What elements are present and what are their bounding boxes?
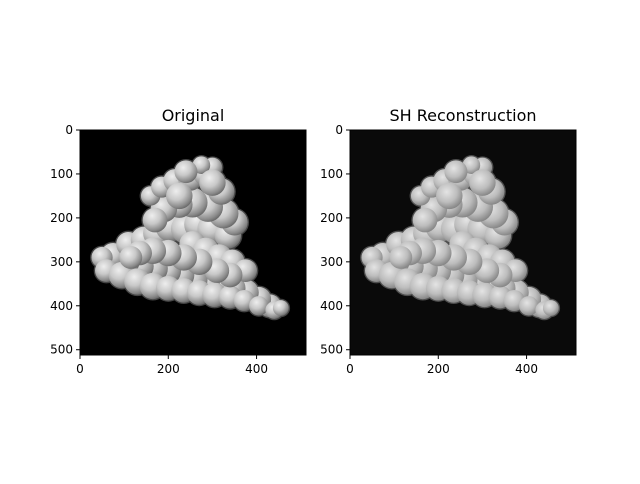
x-tick-label: 0 [346,362,354,376]
x-tick-label: 200 [427,362,450,376]
axis-ticks: 0 200 400 0 100 200 300 400 500 [320,123,538,376]
x-tick-label: 400 [245,362,268,376]
axes-frame [79,129,307,356]
blob-bump [142,207,168,233]
axis-ticks: 0 200 400 0 100 200 300 400 500 [50,123,268,376]
axes-frame [349,129,577,356]
cauliflower-image [90,155,291,321]
y-tick-label: 100 [320,167,343,181]
blob-bump [444,160,468,184]
y-tick-label: 300 [320,255,343,269]
panel-title: SH Reconstruction [389,106,536,125]
blob-bump [389,246,413,269]
y-tick-label: 200 [320,211,343,225]
y-tick-label: 500 [50,343,73,357]
blob-bump [519,296,539,316]
blob-bump [436,182,463,210]
y-tick-label: 0 [335,123,343,137]
blob-bump [166,182,193,210]
cauliflower-image [360,155,561,321]
y-tick-label: 500 [320,343,343,357]
blob-bump [469,169,496,196]
x-tick-label: 400 [515,362,538,376]
blob-bump [199,169,226,196]
panel-title: Original [162,106,225,125]
y-tick-label: 400 [320,299,343,313]
blob-bump [542,300,559,316]
y-tick-label: 200 [50,211,73,225]
blob-bump [412,207,438,233]
blob-bump [119,246,143,269]
blob-bump [272,300,289,316]
y-tick-label: 100 [50,167,73,181]
y-tick-label: 0 [65,123,73,137]
y-tick-label: 400 [50,299,73,313]
y-tick-label: 300 [50,255,73,269]
x-tick-label: 0 [76,362,84,376]
blob-bump [174,160,198,184]
x-tick-label: 200 [157,362,180,376]
panel-sh-reconstruction: SH Reconstruction 0 200 400 0 100 200 300 400 50… [320,106,577,376]
blob-bump [249,296,269,316]
panel-original: Original 0 200 400 0 100 200 300 400 500 [50,106,307,376]
